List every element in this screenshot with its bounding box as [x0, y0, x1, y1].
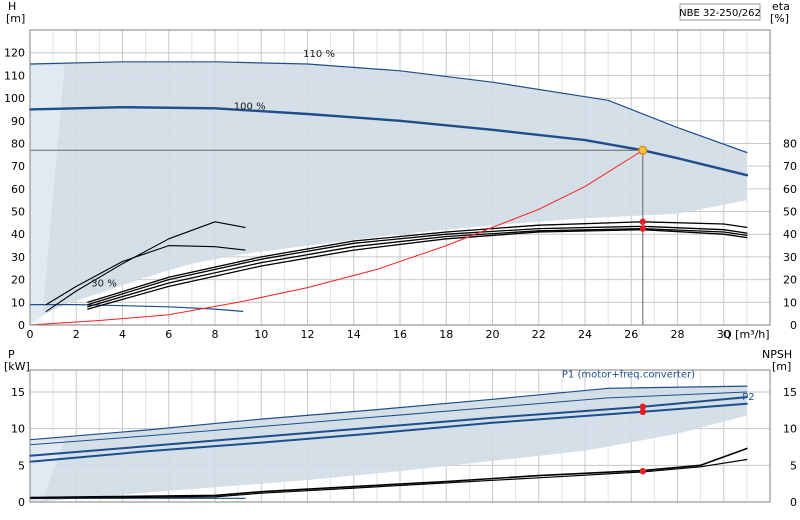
envelope-max-line: [29, 61, 748, 154]
x-tick-label: 0: [27, 328, 34, 341]
x-tick-label: 22: [532, 328, 546, 341]
envelope-max-line: [29, 385, 748, 441]
y-tick-label: 20: [11, 274, 25, 287]
y-tick-label: 40: [11, 228, 25, 241]
y-axis-label-p: P: [8, 348, 15, 361]
y2-tick-label: 40: [783, 228, 797, 241]
y2-tick-label: 30: [783, 251, 797, 264]
y-tick-label: 120: [4, 47, 25, 60]
y2-tick-label: 70: [783, 160, 797, 173]
y-tick-label: 70: [11, 160, 25, 173]
duty-point-marker: [639, 403, 647, 410]
x-axis-label-q: Q [m³/h]: [723, 328, 770, 341]
y-tick-label: 50: [11, 206, 25, 219]
y-tick-label: 30: [11, 251, 25, 264]
x-tick-label: 6: [165, 328, 172, 341]
y2-tick-label: 10: [783, 423, 797, 436]
y2-tick-label: 15: [783, 386, 797, 399]
x-tick-label: 4: [119, 328, 126, 341]
eta-2-line: [87, 225, 748, 306]
speed-annotation: 30 %: [91, 278, 116, 289]
legend-label: P2: [742, 392, 754, 403]
system-curve-line: [29, 149, 644, 326]
x-tick-label: 8: [212, 328, 219, 341]
eta-a-line: [45, 245, 246, 306]
legend-label: P1 (motor+freq.converter): [562, 369, 695, 380]
x-tick-label: 20: [486, 328, 500, 341]
duty-point-marker: [638, 145, 648, 155]
head-markers: [638, 145, 648, 232]
x-tick-label: 28: [671, 328, 685, 341]
low-flow-band: [30, 65, 65, 326]
y2-tick-label: 80: [783, 137, 797, 150]
speed-annotation: 100 %: [234, 101, 266, 112]
y2-tick-label: 5: [790, 459, 797, 472]
x-tick-label: 10: [254, 328, 268, 341]
operating-range-area: [30, 386, 747, 502]
eta-b-line: [45, 221, 246, 312]
x-tick-label: 26: [624, 328, 638, 341]
duty-point-marker: [639, 225, 647, 232]
y-tick-label: 100: [4, 92, 25, 105]
power-panel: 0 5 10 15 0 5 10 15 P [kW] NPSH [m] P1 (motor+f…: [4, 348, 797, 509]
head-tick-labels: 0 2 4 6 8 10 12 14 16 18 20 22 24 26 28 300102030405060…: [4, 47, 797, 341]
model-title-box: NBE 32-250/262: [679, 3, 761, 21]
duty-point-marker: [639, 468, 647, 475]
y2-axis-unit-npsh: [m]: [772, 360, 791, 373]
y-tick-label: 110: [4, 69, 25, 82]
x-tick-label: 30: [717, 328, 731, 341]
model-title: NBE 32-250/262: [679, 8, 761, 19]
y-tick-label: 5: [18, 459, 25, 472]
y2-axis-label-eta: eta: [772, 0, 790, 13]
speed-annotation: 110 %: [303, 49, 335, 60]
x-tick-label: 14: [347, 328, 361, 341]
y-axis-label-h: H: [8, 0, 16, 13]
y2-axis-unit-eta: [%]: [770, 12, 789, 25]
y-tick-label: 0: [18, 319, 25, 332]
y2-tick-label: 0: [790, 496, 797, 509]
head-panel: 0 2 4 6 8 10 12 14 16 18 20 22 24 26 28 300102030405060…: [4, 0, 797, 341]
operating-range-area: [30, 61, 747, 326]
y2-tick-label: 0: [790, 319, 797, 332]
y2-tick-label: 60: [783, 183, 797, 196]
x-tick-label: 16: [393, 328, 407, 341]
eta-4-line: [87, 229, 748, 310]
power-markers: [639, 403, 647, 475]
duty-point-marker: [639, 218, 647, 225]
power-legend: P1 (motor+freq.converter) P2: [562, 369, 755, 403]
y-tick-label: 10: [11, 423, 25, 436]
head-series: [28, 61, 749, 326]
eta-1-line: [87, 221, 748, 303]
x-tick-label: 2: [73, 328, 80, 341]
head-annotations: 110 % 100 % 30 %: [91, 49, 335, 289]
y-axis-unit-p: [kW]: [4, 360, 30, 373]
head-30-line: [29, 304, 244, 312]
y2-tick-label: 50: [783, 206, 797, 219]
npsh-1-line: [29, 447, 748, 499]
p1-max-line: [29, 391, 748, 446]
duty-point-marker: [639, 408, 647, 415]
eta-3-line: [87, 227, 748, 308]
y-axis-unit-h: [m]: [6, 12, 25, 25]
y-tick-label: 0: [18, 496, 25, 509]
y-tick-label: 80: [11, 137, 25, 150]
npsh-2-line: [29, 458, 748, 499]
y-tick-label: 60: [11, 183, 25, 196]
y2-axis-label-npsh: NPSH: [762, 348, 792, 361]
x-tick-label: 12: [301, 328, 315, 341]
y-tick-label: 90: [11, 115, 25, 128]
y-tick-label: 15: [11, 386, 25, 399]
y-tick-label: 10: [11, 296, 25, 309]
y2-tick-label: 10: [783, 296, 797, 309]
x-tick-label: 18: [439, 328, 453, 341]
x-tick-label: 24: [578, 328, 592, 341]
power-tick-labels: 0 5 10 15 0 5 10 15: [11, 386, 797, 509]
y2-tick-label: 20: [783, 274, 797, 287]
head-100-line: [28, 106, 749, 177]
head-envelope: [30, 61, 747, 326]
